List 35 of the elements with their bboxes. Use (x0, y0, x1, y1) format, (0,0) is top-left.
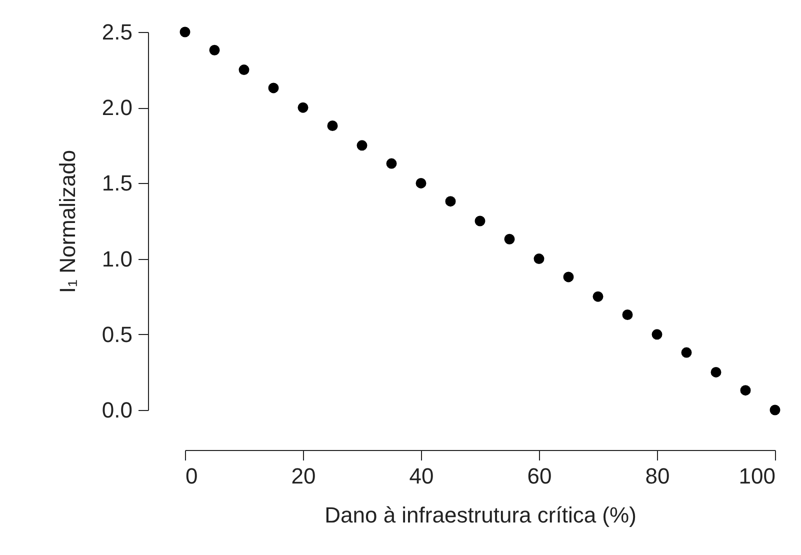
x-axis-title: Dano à infraestrutura crítica (%) (324, 502, 636, 528)
point (386, 158, 397, 169)
x-tick-label: 0 (186, 464, 198, 488)
point (710, 366, 722, 378)
point (327, 120, 338, 131)
point (474, 216, 486, 226)
y-tick-label: 0.5 (102, 322, 132, 347)
point (534, 254, 544, 264)
point (180, 26, 190, 38)
point (416, 178, 426, 188)
x-tick-label: 20 (291, 464, 316, 488)
point (681, 347, 692, 358)
x-tick-label: 80 (645, 464, 670, 488)
point (592, 291, 604, 302)
point (622, 310, 633, 320)
point (268, 82, 279, 94)
point (298, 102, 308, 113)
x-tick-label: 60 (527, 464, 552, 488)
point (445, 196, 456, 207)
y-tick-label: 1.5 (102, 170, 132, 196)
point (209, 44, 220, 56)
y-tick-label: 2.0 (102, 95, 132, 120)
point (238, 64, 250, 76)
x-tick-label: 40 (409, 464, 434, 488)
point (652, 329, 662, 340)
y-axis-title: I₁ Normalizado (54, 150, 80, 294)
y-tick-label: 1.0 (102, 246, 132, 272)
y-tick-label: 2.5 (102, 20, 132, 44)
y-tick-label: 0.0 (102, 398, 132, 422)
point (770, 404, 780, 416)
point (740, 385, 751, 396)
point (563, 272, 574, 282)
point (356, 140, 368, 151)
point (504, 234, 515, 244)
x-tick-label: 100 (738, 464, 776, 488)
